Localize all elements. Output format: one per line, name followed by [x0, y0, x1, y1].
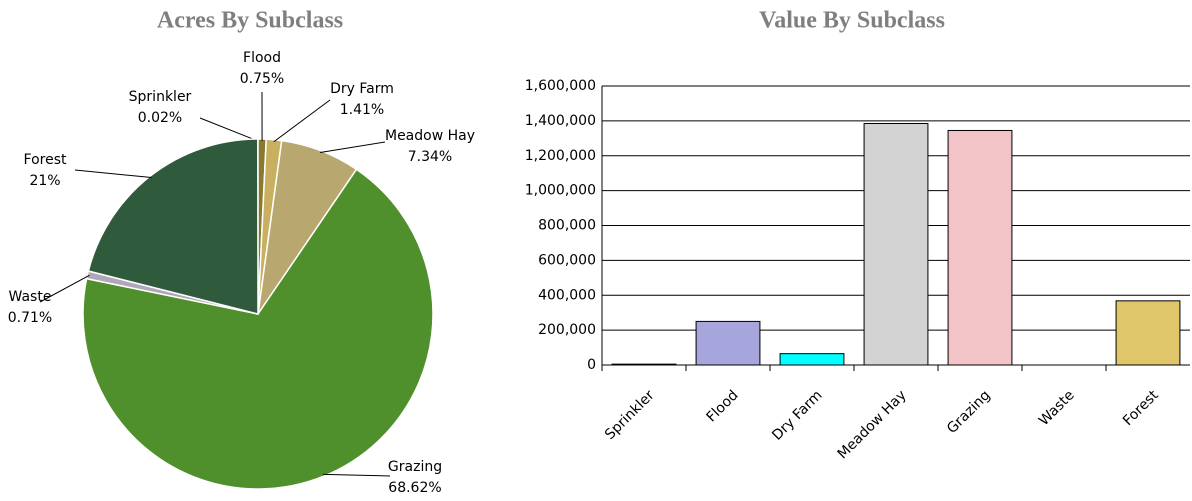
x-tick-label: Grazing [944, 387, 994, 437]
slice-value-label: 0.02% [138, 110, 182, 126]
slice-value-label: 1.41% [340, 102, 384, 118]
y-tick-label: 1,200,000 [525, 148, 596, 164]
y-tick-label: 400,000 [538, 287, 596, 303]
pie-slice [82, 168, 434, 490]
slice-label: Forest [24, 152, 67, 168]
bar [1115, 300, 1181, 366]
leader-line [39, 274, 90, 303]
bar [611, 363, 677, 366]
chart-title: Acres By Subclass [157, 8, 343, 34]
slice-label: Flood [243, 50, 281, 66]
y-tick-label: 1,600,000 [525, 78, 596, 94]
x-tick-label: Flood [703, 387, 741, 425]
y-tick-label: 800,000 [538, 218, 596, 234]
pie-slice [87, 138, 259, 315]
x-tick-label: Dry Farm [769, 387, 825, 443]
slice-label: Waste [9, 289, 52, 305]
slice-value-label: 0.71% [8, 310, 52, 326]
x-tick-label: Forest [1120, 387, 1162, 429]
slice-value-label: 21% [29, 173, 60, 189]
leader-line [74, 169, 152, 179]
slice-label: Meadow Hay [385, 128, 475, 144]
x-tick-label: Sprinkler [602, 387, 658, 443]
bar [947, 129, 1013, 366]
y-tick-label: 600,000 [538, 252, 596, 268]
y-tick-label: 1,400,000 [525, 113, 596, 129]
y-tick-label: 200,000 [538, 322, 596, 338]
bar [779, 353, 845, 366]
slice-value-label: 7.34% [408, 149, 452, 165]
bar [695, 320, 761, 366]
slice-value-label: 68.62% [388, 480, 441, 496]
x-tick-label: Waste [1036, 387, 1078, 429]
x-tick-label: Meadow Hay [835, 387, 910, 462]
slice-label: Sprinkler [129, 89, 192, 105]
leader-line [319, 141, 386, 154]
slice-label: Dry Farm [330, 81, 394, 97]
leader-line [273, 99, 331, 143]
y-tick-label: 0 [587, 357, 596, 373]
slice-label: Grazing [388, 459, 442, 475]
leader-line [199, 117, 259, 142]
bar [863, 122, 929, 366]
leader-line [322, 473, 391, 477]
slice-value-label: 0.75% [240, 71, 284, 87]
chart-title: Value By Subclass [759, 8, 945, 34]
y-tick-label: 1,000,000 [525, 183, 596, 199]
